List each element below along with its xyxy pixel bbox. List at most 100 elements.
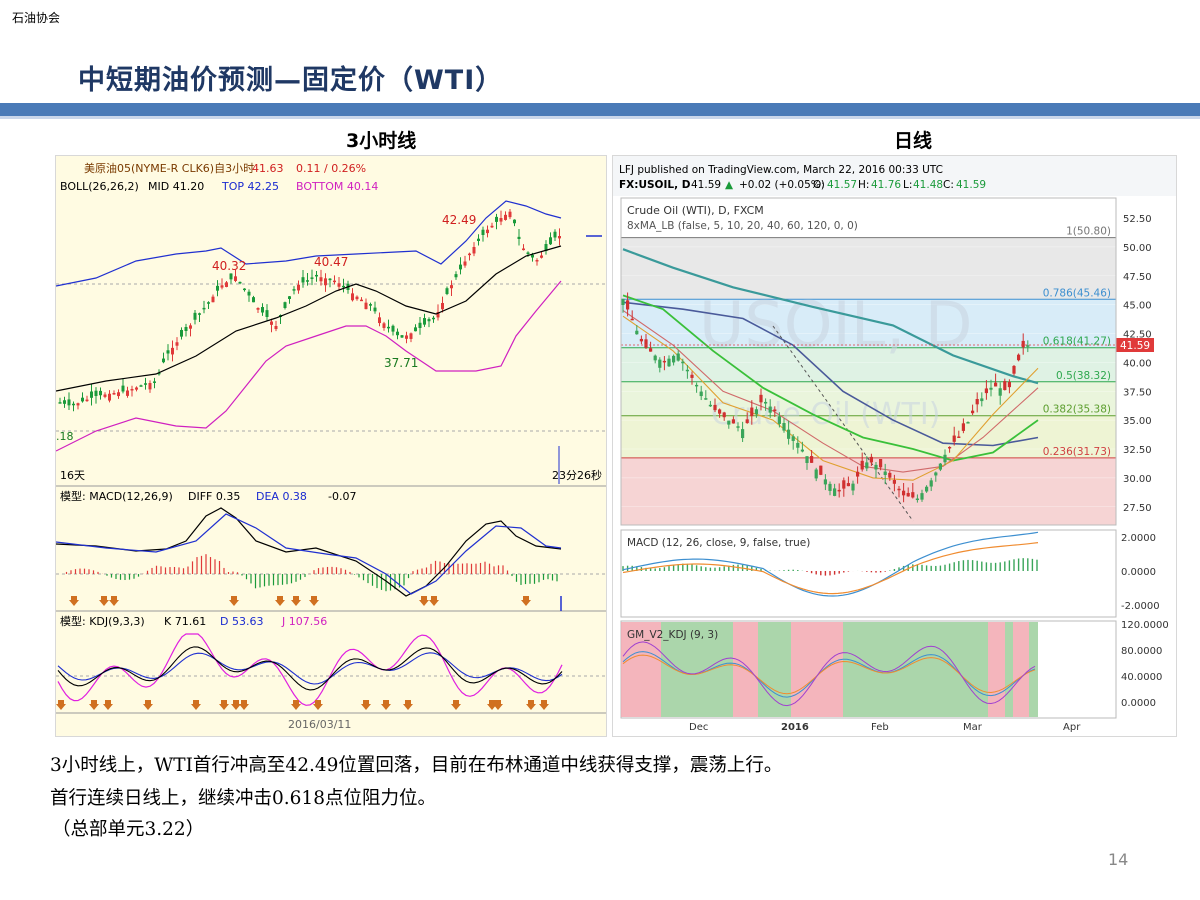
candle-body [971,410,975,414]
legend-change: 0.11 / 0.26% [296,162,366,175]
arrow-icon [419,596,429,606]
candle-body [994,382,998,387]
candle-body [337,283,341,287]
candle-body [202,307,206,310]
candle-body [112,393,116,395]
candle-body [387,326,390,329]
legend-price: 41.63 [252,162,284,175]
candle-body [468,253,471,256]
instrument-name: Crude Oil (WTI), D, FXCM [627,204,764,217]
candle-body [166,350,170,354]
candle-body [773,409,777,412]
arrow-icon [403,700,413,710]
candle-body [315,274,318,277]
candle-body [297,284,300,291]
slide-title: 中短期油价预测—固定价（WTI） [78,65,504,96]
candle-body [454,274,458,278]
candle-body [906,492,910,497]
boll-bottom: BOTTOM 40.14 [296,180,378,193]
candle-body [63,400,66,404]
candle-body [441,303,444,310]
candle-body [975,399,979,405]
boll-mid: MID 41.20 [148,180,204,193]
candle-body [736,426,740,428]
kdj-d-line [57,652,563,685]
candle-body [157,372,161,375]
candle-body [490,225,494,228]
candle-body [731,419,735,424]
org-name: 石油协会 [12,11,61,25]
macd-diff-line [55,507,562,597]
candle-body [805,456,809,463]
fib-zone [621,237,1116,300]
candle-body [85,399,89,402]
price-tick: 35.00 [1123,416,1152,427]
macd-tick: 0.0000 [1121,567,1156,578]
daily-candles [621,292,1030,503]
candle-body [925,486,929,492]
month-label: Mar [963,722,983,733]
arrow-icon [191,700,201,710]
annotation-high: 42.49 [442,213,476,227]
candle-body [690,374,694,378]
kdj-band [911,622,988,717]
boll-name: BOLL(26,26,2) [60,180,139,193]
price-tick: 50.00 [1123,243,1152,254]
arrow-icon [99,596,109,606]
candle-body [626,300,630,310]
watermark-subtitle: Crude Oil (WTI) [711,397,940,432]
arrow-icon [309,596,319,606]
candle-body [72,403,75,406]
candle-body [76,403,80,406]
arrow-icon [239,700,249,710]
candle-body [238,281,242,284]
month-label: Feb [871,722,889,733]
candle-body [472,247,476,254]
candle-body [261,307,264,313]
arrow-icon [313,700,323,710]
kdj-j-line [622,641,1036,707]
price-candles [58,208,561,412]
candle-body [796,442,800,448]
candle-body [522,248,525,251]
candle-body [486,229,489,234]
candle-body [989,387,993,390]
candle-body [108,393,111,401]
candle-body [324,278,327,286]
fib-label: 0.786(45.46) [1043,287,1111,299]
candle-body [865,462,869,469]
macd-dea: DEA 0.38 [256,490,307,503]
arrow-icon [429,596,439,606]
candle-body [193,312,197,320]
price-tick: 30.00 [1123,474,1152,485]
candle-body [135,387,138,390]
high-value: 41.76 [871,179,901,191]
candle-body [544,244,548,251]
candle-body [409,333,413,339]
candle-body [81,397,84,402]
macd-line [622,531,1039,597]
candle-body [189,325,192,329]
price-axis: 52.50 50.00 47.50 45.00 42.50 40.00 37.50 35.00… [1123,214,1152,514]
candle-body [929,480,933,487]
candle-body [759,394,763,403]
price-tick: 52.50 [1123,214,1152,225]
countdown: 23分26秒 [552,468,602,482]
caption-line-1: 3小时线上，WTI首行冲高至42.49位置回落，目前在布林通道中线获得支撑，震荡… [50,755,783,776]
caption-line-3: （总部单元3.22） [52,819,205,840]
macd-diff: DIFF 0.35 [188,490,240,503]
candle-body [171,347,174,355]
arrow-icon [229,596,239,606]
arrow-icon [521,596,531,606]
daily-chart: LFJ published on TradingView.com, March … [612,155,1177,737]
price-tick: 40.00 [1123,358,1152,369]
candle-body [676,353,680,361]
last-price-tag [1116,338,1154,352]
candle-body [860,460,864,470]
macd-tick: 2.0000 [1121,533,1156,544]
candle-body [414,327,417,332]
macd-histogram [622,558,1038,576]
candle-body [649,348,653,352]
candle-body [342,285,345,288]
kdj-band [1005,622,1013,717]
